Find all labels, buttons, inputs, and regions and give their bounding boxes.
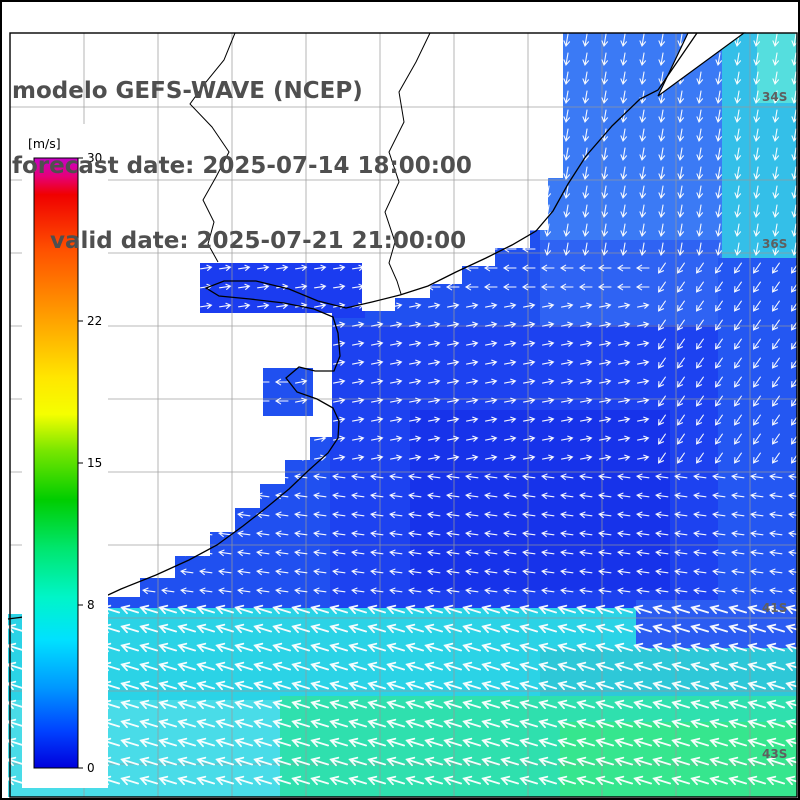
colorbar-tick-label: 30 [87,151,102,165]
colorbar-tick-label: 0 [87,761,95,775]
valid-date-label: valid date: 2025-07-21 21:00:00 [50,228,467,254]
river-path [189,32,236,263]
forecast-date-label: forecast date: 2025-07-14 18:00:00 [12,153,472,179]
colorbar-tick-label: 22 [87,314,102,328]
colorbar-tick-label: 15 [87,456,102,470]
grid-lines [10,33,797,797]
model-title: modelo GEFS-WAVE (NCEP) [12,78,363,104]
coastline [7,32,698,620]
colorbar-tick-label: 8 [87,598,95,612]
colorbar-unit-label: [m/s] [28,136,61,151]
coastline-path [7,32,698,620]
latitude-label: 41S [762,601,787,615]
latitude-label: 34S [762,90,787,104]
river-path [384,32,431,295]
latitude-label: 36S [762,237,787,251]
map-frame [9,32,798,798]
latitude-labels: 34S 36S 41S 43S [762,90,787,761]
title-block: modelo GEFS-WAVE (NCEP) forecast date: 2… [12,29,472,304]
colorbar: [m/s] 30 22 15 8 0 [22,124,108,788]
colorbar-gradient [33,157,79,769]
latitude-label: 43S [762,747,787,761]
